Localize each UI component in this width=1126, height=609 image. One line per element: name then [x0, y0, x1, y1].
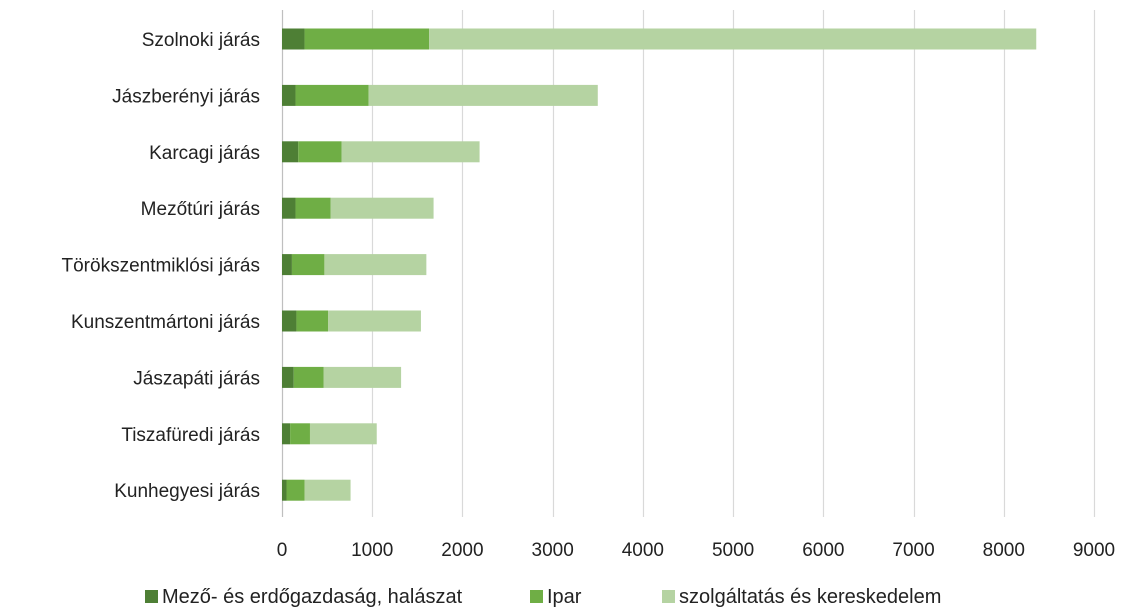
- bar-segment-1-row-1: [282, 28, 305, 50]
- category-label: Törökszentmiklósi járás: [62, 256, 261, 277]
- bar-segment-1-row-2: [282, 84, 296, 106]
- category-label: Kunhegyesi járás: [114, 481, 260, 502]
- bar-segment-1-row-9: [282, 479, 287, 501]
- bar-segment-2-row-4: [295, 197, 331, 219]
- category-label: Karcagi járás: [149, 143, 260, 164]
- bar-segment-1-row-5: [282, 254, 292, 276]
- x-tick-label: 0: [277, 540, 288, 561]
- bar-segment-3-row-8: [309, 423, 377, 445]
- x-axis-tick-labels: 0 1000 2000 3000 4000 5000 6000 7000 8000 9000: [277, 540, 1115, 561]
- bar-segment-3-row-1: [429, 28, 1037, 50]
- category-label: Tiszafüredi járás: [121, 425, 260, 446]
- x-tick-label: 8000: [983, 540, 1025, 561]
- bar-segment-3-row-3: [341, 141, 480, 163]
- legend-swatch: [662, 590, 675, 603]
- bars: [282, 28, 1037, 501]
- bar-segment-3-row-7: [323, 366, 402, 388]
- x-tick-label: 5000: [712, 540, 754, 561]
- x-tick-label: 3000: [532, 540, 574, 561]
- legend-label: Mező- és erdőgazdaság, halászat: [162, 586, 463, 608]
- bar-segment-2-row-5: [291, 254, 325, 276]
- category-label: Szolnoki járás: [142, 30, 260, 51]
- legend: Mező- és erdőgazdaság, halászat Ipar szolg…: [145, 586, 941, 608]
- bar-segment-3-row-6: [328, 310, 421, 332]
- bar-segment-1-row-6: [282, 310, 297, 332]
- bar-segment-2-row-7: [293, 366, 324, 388]
- x-tick-label: 7000: [892, 540, 934, 561]
- x-tick-label: 1000: [351, 540, 393, 561]
- bar-segment-3-row-4: [330, 197, 434, 219]
- category-label: Mezőtúri járás: [141, 199, 260, 220]
- category-label: Kunszentmártoni járás: [71, 312, 260, 333]
- legend-label: szolgáltatás és kereskedelem: [679, 586, 941, 608]
- category-label: Jászberényi járás: [112, 86, 260, 107]
- bar-segment-3-row-5: [324, 254, 427, 276]
- x-tick-label: 4000: [622, 540, 664, 561]
- x-tick-label: 6000: [802, 540, 844, 561]
- bar-segment-2-row-2: [295, 84, 369, 106]
- bar-segment-3-row-9: [304, 479, 351, 501]
- bar-segment-1-row-3: [282, 141, 299, 163]
- bar-segment-2-row-8: [290, 423, 310, 445]
- legend-swatch: [530, 590, 543, 603]
- bar-segment-2-row-9: [286, 479, 305, 501]
- legend-swatch: [145, 590, 158, 603]
- bar-segment-2-row-6: [296, 310, 329, 332]
- x-tick-label: 2000: [441, 540, 483, 561]
- category-labels: Szolnoki járás Jászberényi járás Karcagi j…: [62, 30, 261, 502]
- bar-segment-3-row-2: [368, 84, 598, 106]
- bar-segment-2-row-1: [304, 28, 430, 50]
- x-tick-label: 9000: [1073, 540, 1115, 561]
- bar-segment-1-row-8: [282, 423, 291, 445]
- bar-segment-1-row-4: [282, 197, 296, 219]
- category-label: Jászapáti járás: [133, 368, 260, 389]
- bar-segment-1-row-7: [282, 366, 294, 388]
- legend-label: Ipar: [547, 586, 582, 608]
- bar-segment-2-row-3: [298, 141, 342, 163]
